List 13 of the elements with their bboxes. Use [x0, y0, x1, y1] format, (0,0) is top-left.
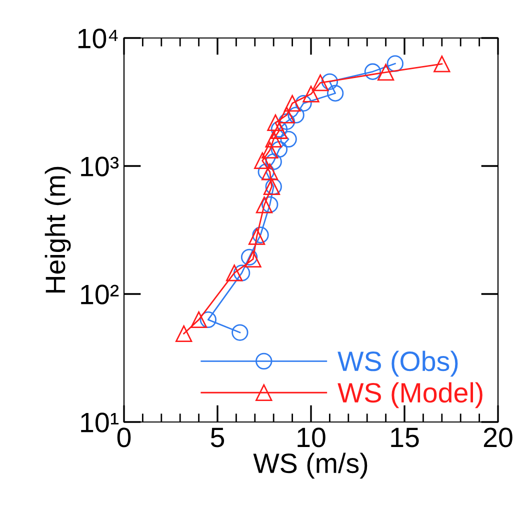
y-axis-title: Height (m)	[44, 166, 71, 293]
y-tick-label: 10⁴	[78, 28, 118, 48]
y-tick-label: 10²	[81, 284, 119, 304]
x-tick-label: 15	[391, 428, 419, 448]
x-tick-label: 10	[298, 428, 326, 448]
legend-label: WS (Model)	[338, 382, 482, 408]
x-tick-label: 0	[117, 428, 131, 448]
x-axis-title: WS (m/s)	[253, 452, 368, 479]
y-tick-label: 10³	[81, 156, 119, 176]
legend-label: WS (Obs)	[338, 350, 458, 377]
x-tick-label: 20	[484, 428, 512, 448]
y-tick-label: 10¹	[81, 412, 119, 432]
x-tick-label: 5	[210, 428, 224, 448]
